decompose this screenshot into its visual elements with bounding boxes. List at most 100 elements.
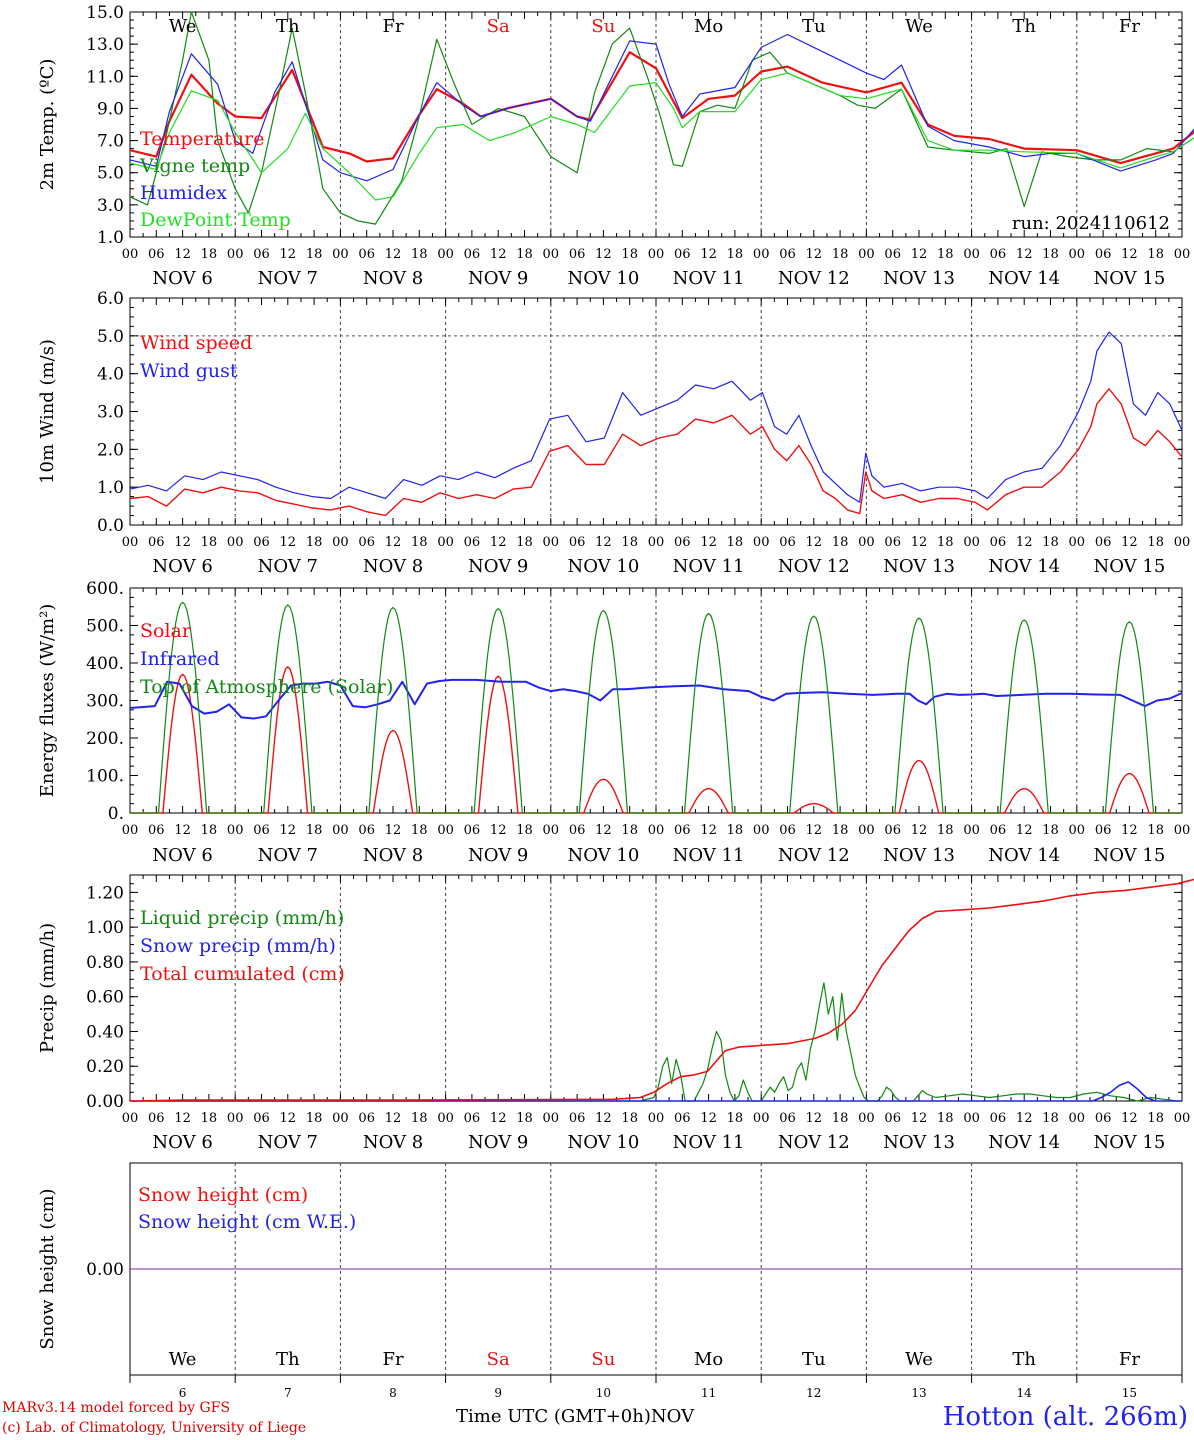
hour-tick-label: 18 <box>306 535 323 550</box>
series-line-top-of-atmosphere-solar <box>130 601 1182 814</box>
y-axis-label: 2m Temp. (ºC) <box>37 59 58 191</box>
hour-tick-label: 06 <box>148 247 165 262</box>
date-label: NOV 14 <box>988 556 1060 577</box>
hour-tick-label: 12 <box>700 535 717 550</box>
y-tick-label: 1.0 <box>97 228 124 248</box>
hour-tick-label: 00 <box>858 823 875 838</box>
y-tick-label: 15.0 <box>86 3 124 23</box>
date-label: NOV 13 <box>883 845 955 866</box>
date-label: NOV 9 <box>468 268 528 289</box>
hour-tick-label: 00 <box>227 1111 244 1126</box>
hour-tick-label: 00 <box>332 247 349 262</box>
legend-entry: Total cumulated (cm) <box>140 963 345 985</box>
hour-tick-label: 06 <box>253 247 270 262</box>
date-label: NOV 10 <box>567 845 639 866</box>
hour-tick-label: 12 <box>806 1111 823 1126</box>
date-label: NOV 6 <box>152 268 212 289</box>
hour-tick-label: 00 <box>648 535 665 550</box>
panel-precip: 0.00 0.20 0.40 0.60 0.80 1.00 1.20 Precip (mm/h… <box>37 874 1194 1153</box>
hour-tick-label: 12 <box>174 535 191 550</box>
hour-tick-label: 12 <box>280 823 297 838</box>
y-tick-label: 7.0 <box>97 132 124 152</box>
hour-tick-label: 18 <box>1147 247 1164 262</box>
hour-tick-label: 18 <box>937 1111 954 1126</box>
hour-tick-label: 06 <box>569 823 586 838</box>
hour-tick-label: 00 <box>543 247 560 262</box>
y-tick-label: 6.0 <box>97 289 124 309</box>
weekday-label: Fr <box>382 1349 403 1370</box>
hour-tick-label: 06 <box>990 535 1007 550</box>
hour-tick-label: 18 <box>201 823 218 838</box>
y-axis-label: Snow height (cm) <box>37 1188 58 1349</box>
hour-tick-label: 06 <box>779 535 796 550</box>
series-line-dewpoint-temp <box>129 72 1194 201</box>
hour-tick-label: 06 <box>990 247 1007 262</box>
hour-tick-label: 00 <box>543 535 560 550</box>
hour-tick-label: 12 <box>911 247 928 262</box>
weekday-label: We <box>169 1349 197 1370</box>
hour-tick-label: 06 <box>253 823 270 838</box>
date-label: NOV 14 <box>988 268 1060 289</box>
hour-tick-label: 12 <box>1016 535 1033 550</box>
hour-tick-label: 00 <box>227 535 244 550</box>
weekday-label: Th <box>276 16 300 37</box>
month-label: NOV <box>650 1406 695 1427</box>
legend-entry: Infrared <box>140 648 220 670</box>
date-label: NOV 12 <box>778 268 850 289</box>
hour-tick-label: 18 <box>937 823 954 838</box>
y-tick-label: 9.0 <box>97 99 124 119</box>
hour-tick-label: 12 <box>1016 247 1033 262</box>
hour-tick-label: 12 <box>490 535 507 550</box>
day-number-label: 15 <box>1122 1386 1137 1400</box>
hour-tick-label: 06 <box>358 535 375 550</box>
date-label: NOV 6 <box>152 1132 212 1153</box>
hour-tick-label: 18 <box>832 823 849 838</box>
date-label: NOV 8 <box>363 1132 423 1153</box>
hour-tick-label: 18 <box>306 1111 323 1126</box>
y-tick-label: 11.0 <box>86 67 124 87</box>
panel-energy: 0. 100. 200. 300. 400. 500. 600. Energy fluxes … <box>37 579 1190 866</box>
date-label: NOV 12 <box>778 556 850 577</box>
hour-tick-label: 12 <box>595 1111 612 1126</box>
hour-tick-label: 06 <box>779 823 796 838</box>
weekday-label: We <box>905 1349 933 1370</box>
hour-tick-label: 12 <box>490 1111 507 1126</box>
hour-tick-label: 06 <box>569 247 586 262</box>
hour-tick-label: 06 <box>464 823 481 838</box>
hour-tick-label: 00 <box>1069 535 1086 550</box>
hour-tick-label: 00 <box>963 823 980 838</box>
date-label: NOV 15 <box>1093 268 1165 289</box>
hour-tick-label: 06 <box>1095 1111 1112 1126</box>
hour-tick-label: 18 <box>306 823 323 838</box>
hour-tick-label: 12 <box>1121 535 1138 550</box>
hour-tick-label: 00 <box>963 535 980 550</box>
series-line-vigne-temp <box>129 11 1194 225</box>
series-line-wind-speed <box>129 388 1183 517</box>
series-line-liquid-precip-mm-h <box>130 982 1182 1102</box>
hour-tick-label: 12 <box>174 1111 191 1126</box>
hour-tick-label: 12 <box>1016 823 1033 838</box>
legend-entry: Humidex <box>140 182 227 204</box>
date-label: NOV 12 <box>778 1132 850 1153</box>
hour-tick-label: 00 <box>543 823 560 838</box>
hour-tick-label: 18 <box>516 535 533 550</box>
date-label: NOV 12 <box>778 845 850 866</box>
date-label: NOV 14 <box>988 845 1060 866</box>
panel-wind: 0.0 1.0 2.0 3.0 4.0 5.0 6.0 10m Wind (m/s) Wind … <box>37 289 1190 577</box>
legend-entry: Top of Atmosphere (Solar) <box>140 676 393 698</box>
hour-tick-label: 18 <box>516 1111 533 1126</box>
day-number-label: 11 <box>701 1386 716 1400</box>
hour-tick-label: 06 <box>990 1111 1007 1126</box>
hour-tick-label: 00 <box>858 1111 875 1126</box>
panel-temp: 1.0 3.0 5.0 7.0 9.0 11.0 13.0 15.0 2m Temp. (ºC)… <box>37 3 1194 289</box>
day-number-label: 6 <box>179 1386 187 1400</box>
y-tick-label: 100. <box>86 767 124 787</box>
hour-tick-label: 00 <box>1174 823 1191 838</box>
hour-tick-label: 12 <box>911 823 928 838</box>
hour-tick-label: 18 <box>621 1111 638 1126</box>
hour-tick-label: 06 <box>148 535 165 550</box>
weekday-label: Th <box>1012 1349 1036 1370</box>
date-label: NOV 13 <box>883 556 955 577</box>
date-label: NOV 15 <box>1093 1132 1165 1153</box>
legend-entry: Snow height (cm) <box>138 1184 308 1206</box>
